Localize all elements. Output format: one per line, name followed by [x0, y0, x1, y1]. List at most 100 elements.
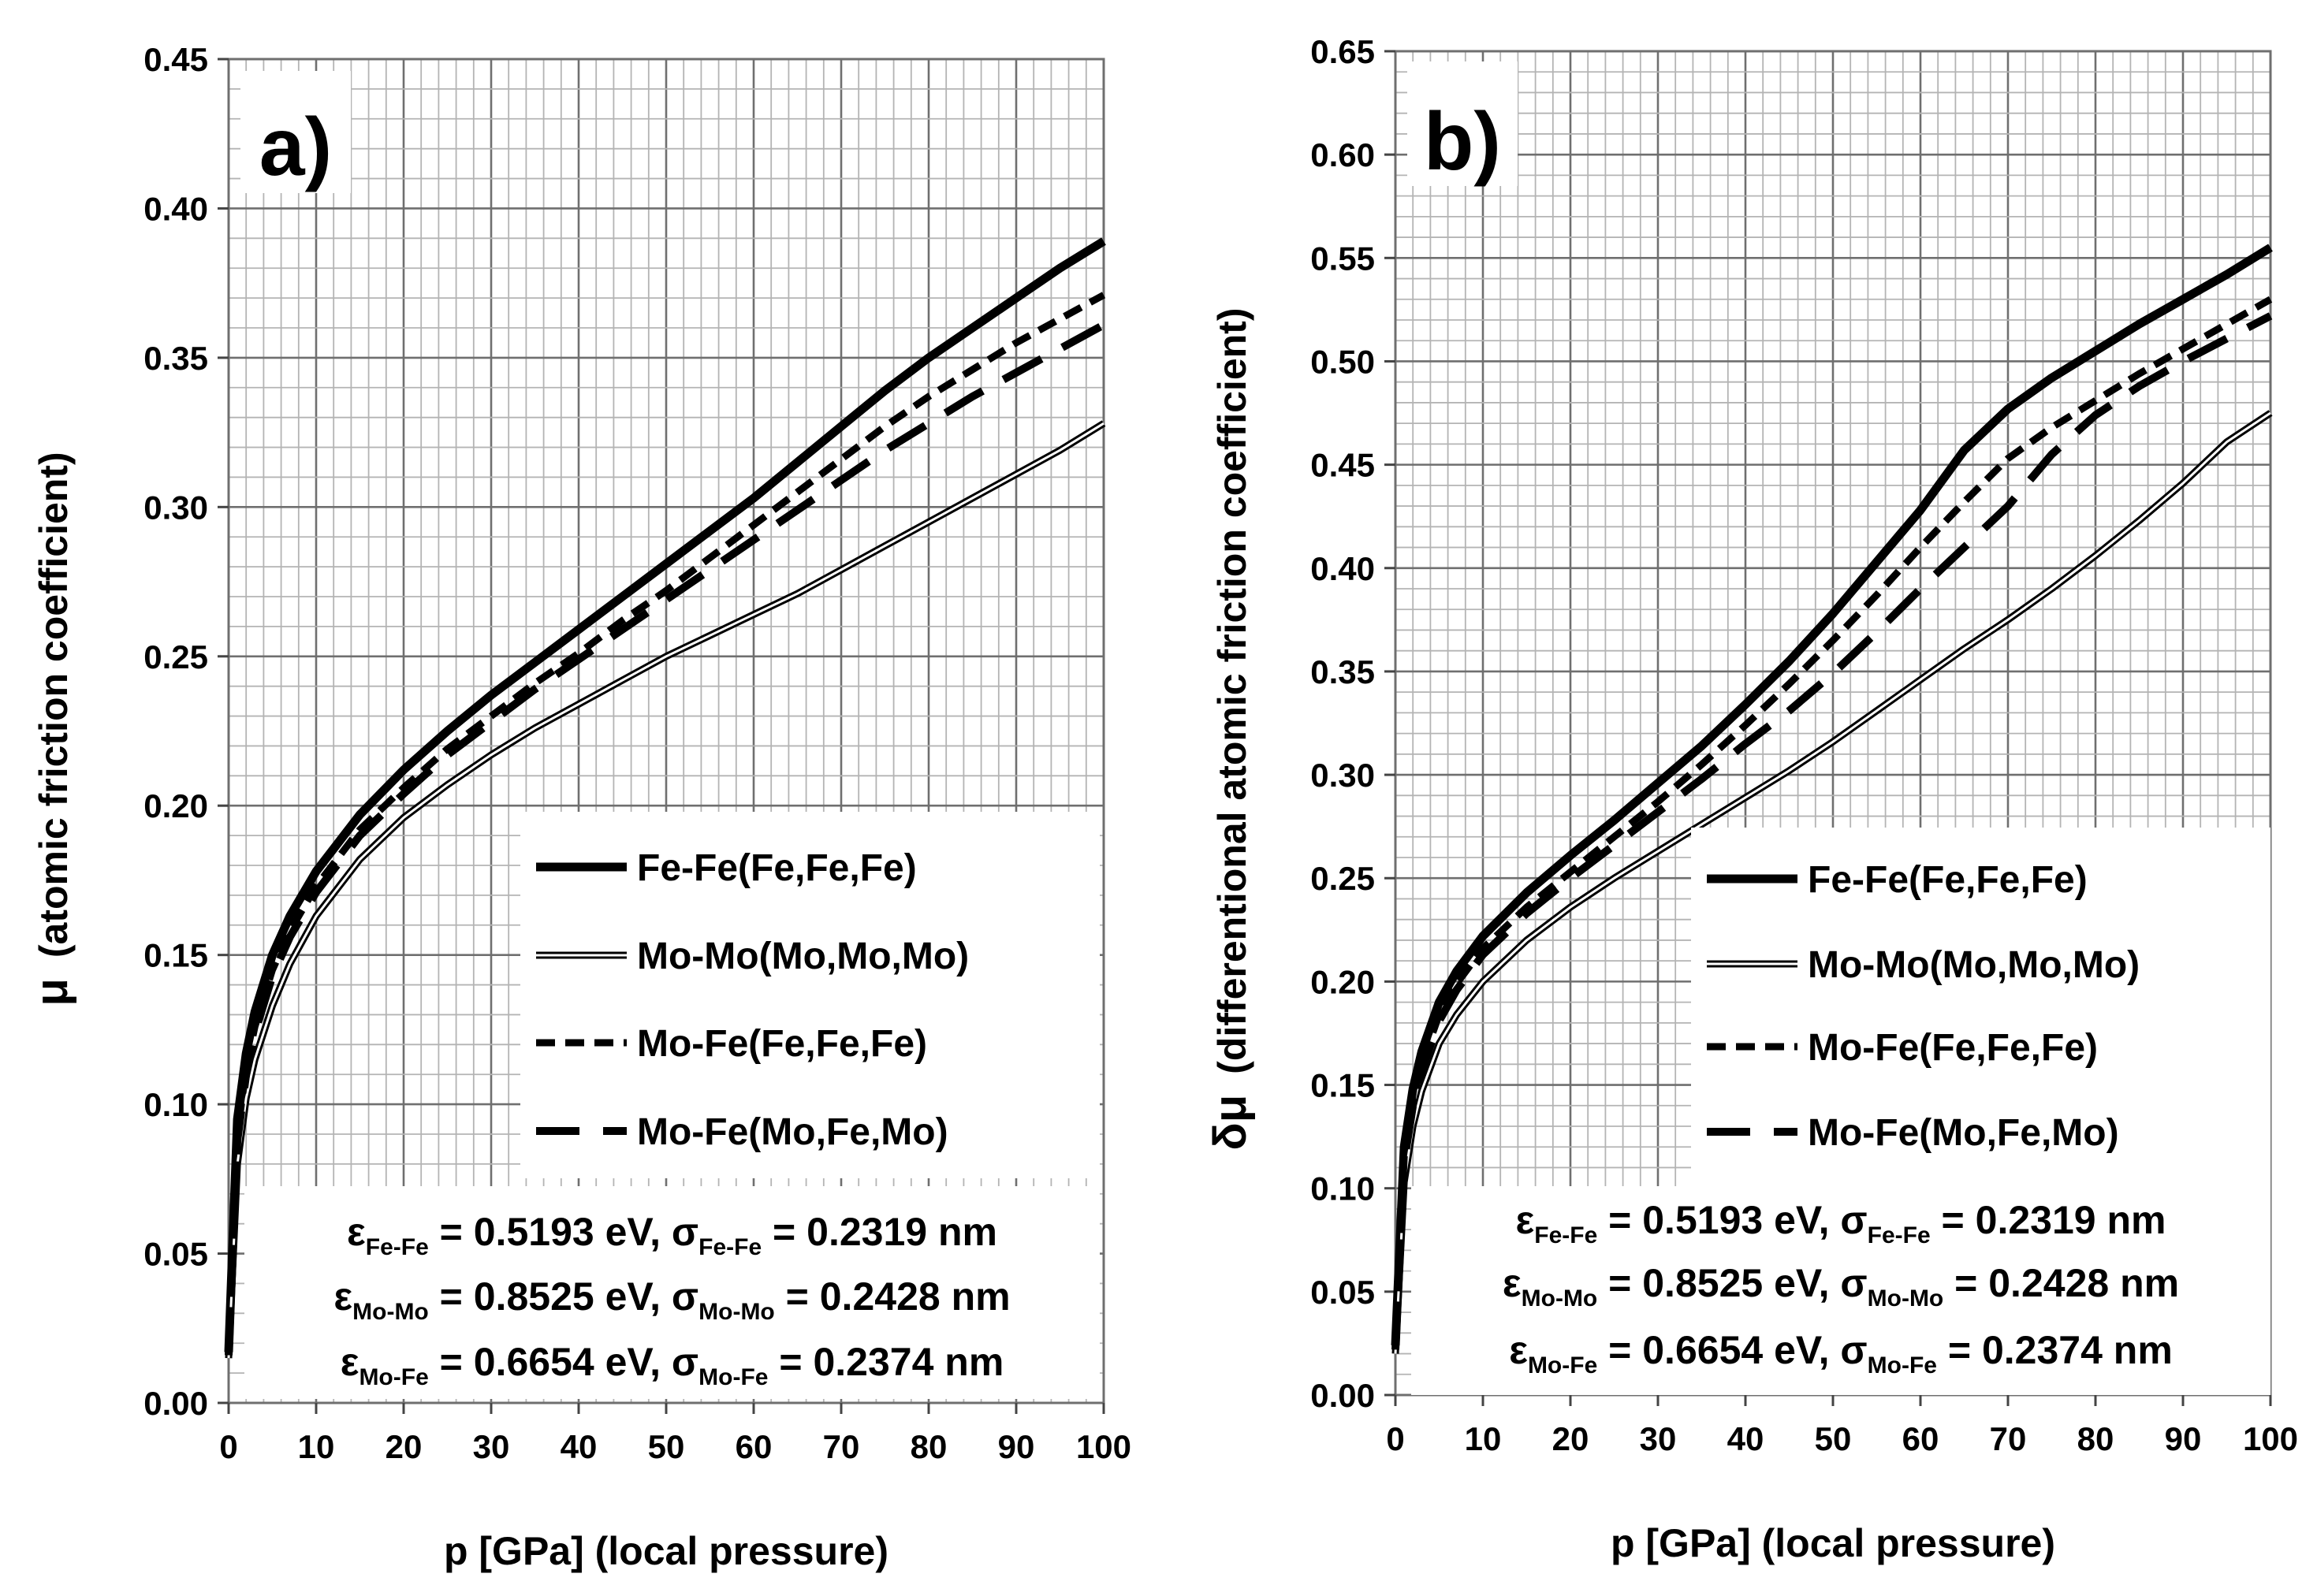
- parameter-line: εFe-Fe = 0.5193 eV, σFe-Fe = 0.2319 nm: [347, 1210, 997, 1260]
- legend-label: Mo-Mo(Mo,Mo,Mo): [1808, 944, 2140, 986]
- parameter-line: εFe-Fe = 0.5193 eV, σFe-Fe = 0.2319 nm: [1516, 1198, 2166, 1248]
- y-tick-label: 0.05: [1310, 1274, 1375, 1311]
- parameter-sym: ε: [333, 1274, 352, 1319]
- y-tick-label: 0.50: [1310, 343, 1375, 380]
- parameter-sym2: σ: [672, 1340, 698, 1384]
- parameter-box-bg: [244, 1186, 1100, 1399]
- parameter-box-bg: [1411, 1186, 2270, 1395]
- y-tick-label: 0.00: [1310, 1377, 1375, 1414]
- grid: [227, 58, 1105, 1404]
- series-line-long-dash: [1391, 312, 2273, 1350]
- chart-panel-a: 0.00 0.05 0.10 0.15 0.20 0.25 0.30 0.35 0.40 0.45…: [26, 41, 1131, 1573]
- y-axis-symbol: δμ: [1205, 1095, 1256, 1151]
- x-axis-title: p [GPa] (local pressure): [1611, 1521, 2055, 1565]
- legend: Fe-Fe(Fe,Fe,Fe) Mo-Mo(Mo,Mo,Mo) Mo-Fe(Fe,F…: [520, 812, 1100, 1178]
- parameter-val2: = 0.2319 nm: [762, 1210, 997, 1254]
- parameter-sub2: Fe-Fe: [1868, 1222, 1931, 1248]
- x-tick-label: 20: [1552, 1420, 1589, 1457]
- y-tick-label: 0.00: [143, 1385, 208, 1422]
- legend-label: Mo-Fe(Fe,Fe,Fe): [1808, 1027, 2098, 1069]
- parameter-sym: ε: [1516, 1198, 1535, 1242]
- parameter-val2: = 0.2428 nm: [775, 1274, 1011, 1319]
- y-axis-text: (atomic friction coefficient): [32, 452, 76, 958]
- parameter-val: = 0.6654 eV,: [429, 1340, 672, 1384]
- parameter-val: = 0.8525 eV,: [429, 1274, 672, 1319]
- x-tick-label: 60: [736, 1428, 773, 1465]
- x-tick-label: 50: [648, 1428, 685, 1465]
- legend-label: Fe-Fe(Fe,Fe,Fe): [1808, 859, 2088, 901]
- x-tick-label: 0: [219, 1428, 237, 1465]
- y-tick-label: 0.60: [1310, 136, 1375, 173]
- y-tick-label: 0.20: [143, 787, 208, 824]
- x-tick-label: 100: [2243, 1420, 2298, 1457]
- x-tick-label: 70: [823, 1428, 860, 1465]
- legend-box: [520, 812, 1100, 1178]
- x-tick-label: 70: [1990, 1420, 2027, 1457]
- series-line-short-dash: [1391, 296, 2273, 1350]
- chart-panel-b: 0.00 0.05 0.10 0.15 0.20 0.25 0.30 0.35 0.40 0.45…: [1205, 33, 2298, 1565]
- parameter-sym: ε: [347, 1210, 366, 1254]
- y-tick-label: 0.65: [1310, 33, 1375, 70]
- series-line-double-line-inner: [1394, 411, 2271, 1354]
- parameter-sub: Mo-Fe: [359, 1364, 428, 1390]
- y-tick-label: 0.20: [1310, 963, 1375, 1000]
- series-line-long-dash: [225, 321, 1106, 1356]
- parameter-line: εMo-Fe = 0.6654 eV, σMo-Fe = 0.2374 nm: [341, 1340, 1004, 1390]
- x-tick-label: 100: [1076, 1428, 1131, 1465]
- parameter-sym2: σ: [1840, 1198, 1867, 1242]
- x-axis: 0 10 20 30 40 50 60 70 80 90 100: [1386, 1395, 2298, 1457]
- series-line-short-dash: [225, 292, 1106, 1356]
- y-tick-label: 0.15: [1310, 1067, 1375, 1104]
- parameter-box: εFe-Fe = 0.5193 eV, σFe-Fe = 0.2319 nmεM…: [244, 1186, 1100, 1399]
- legend-label: Mo-Mo(Mo,Mo,Mo): [637, 936, 969, 977]
- x-tick-label: 60: [1902, 1420, 1939, 1457]
- parameter-sym: ε: [1503, 1261, 1522, 1305]
- y-axis-symbol: μ: [26, 978, 77, 1006]
- x-tick-label: 40: [561, 1428, 598, 1465]
- parameter-sym2: σ: [672, 1210, 698, 1254]
- y-axis-title: μ (atomic friction coefficient): [26, 452, 77, 1006]
- parameter-sym2: σ: [672, 1274, 698, 1319]
- y-tick-label: 0.10: [143, 1086, 208, 1123]
- parameter-val2: = 0.2319 nm: [1931, 1198, 2166, 1242]
- y-tick-label: 0.45: [143, 41, 208, 78]
- series-lines: [1391, 244, 2273, 1354]
- parameter-sym2: σ: [1840, 1261, 1867, 1305]
- y-tick-label: 0.40: [1310, 550, 1375, 587]
- y-axis-text: (differentional atomic friction coeffici…: [1210, 308, 1254, 1074]
- parameter-sub: Mo-Mo: [352, 1299, 429, 1325]
- y-tick-label: 0.25: [143, 638, 208, 675]
- legend: Fe-Fe(Fe,Fe,Fe) Mo-Mo(Mo,Mo,Mo) Mo-Fe(Fe,F…: [1691, 828, 2270, 1190]
- x-tick-label: 80: [911, 1428, 948, 1465]
- x-tick-label: 10: [1465, 1420, 1502, 1457]
- parameter-val2: = 0.2428 nm: [1943, 1261, 2179, 1305]
- x-tick-label: 10: [298, 1428, 335, 1465]
- parameter-sub2: Mo-Fe: [698, 1364, 768, 1390]
- parameter-sub2: Mo-Mo: [698, 1299, 775, 1325]
- parameter-sym: ε: [341, 1340, 359, 1384]
- parameter-sym2: σ: [1840, 1328, 1867, 1372]
- parameter-val2: = 0.2374 nm: [768, 1340, 1004, 1384]
- x-tick-label: 20: [386, 1428, 423, 1465]
- parameter-line: εMo-Mo = 0.8525 eV, σMo-Mo = 0.2428 nm: [333, 1274, 1010, 1325]
- y-tick-label: 0.45: [1310, 447, 1375, 484]
- series-lines: [224, 237, 1106, 1359]
- legend-label: Mo-Fe(Fe,Fe,Fe): [637, 1023, 927, 1065]
- parameter-val: = 0.6654 eV,: [1597, 1328, 1840, 1372]
- parameter-val2: = 0.2374 nm: [1937, 1328, 2173, 1372]
- x-axis-title: p [GPa] (local pressure): [444, 1529, 888, 1573]
- series-line-double-line-inner: [227, 422, 1104, 1359]
- parameter-sub2: Fe-Fe: [698, 1234, 762, 1260]
- y-tick-label: 0.35: [1310, 653, 1375, 690]
- legend-label: Mo-Fe(Mo,Fe,Mo): [637, 1111, 948, 1153]
- x-tick-label: 0: [1386, 1420, 1404, 1457]
- y-tick-label: 0.55: [1310, 240, 1375, 277]
- y-tick-label: 0.35: [143, 340, 208, 377]
- x-tick-label: 80: [2077, 1420, 2114, 1457]
- parameter-line: εMo-Mo = 0.8525 eV, σMo-Mo = 0.2428 nm: [1503, 1261, 2179, 1311]
- parameter-box: εFe-Fe = 0.5193 eV, σFe-Fe = 0.2319 nmεM…: [1411, 1186, 2270, 1395]
- x-tick-label: 30: [1640, 1420, 1677, 1457]
- parameter-sub: Fe-Fe: [366, 1234, 429, 1260]
- x-tick-label: 90: [2165, 1420, 2202, 1457]
